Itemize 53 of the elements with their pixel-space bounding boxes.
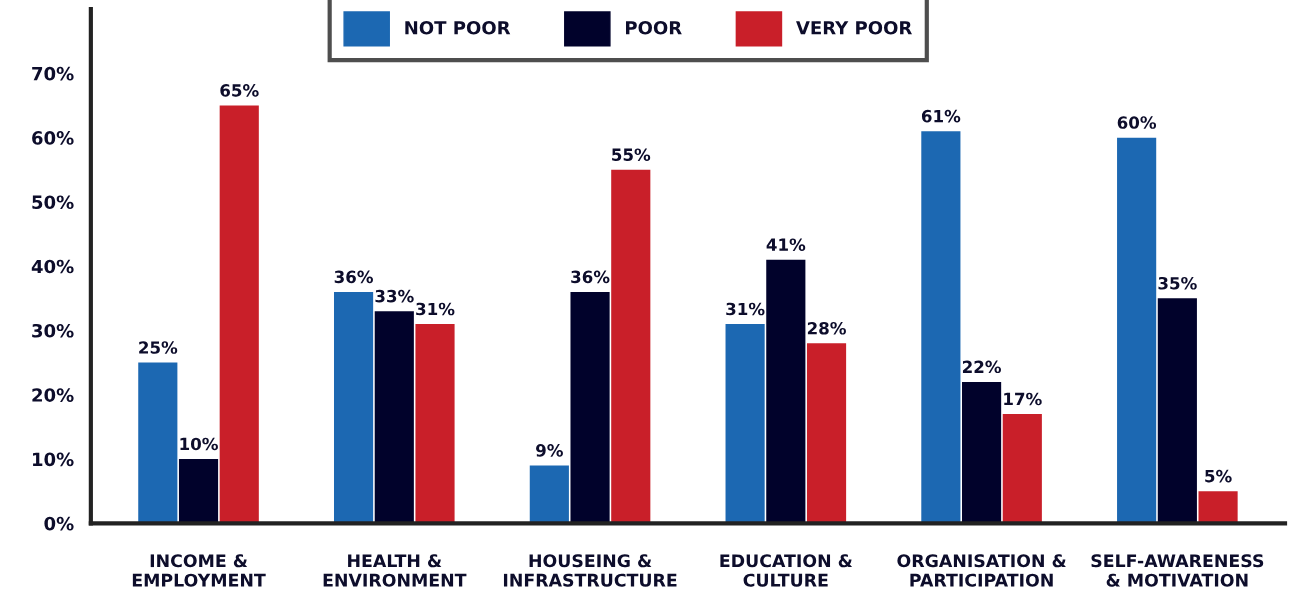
- data-label: 33%: [375, 289, 414, 303]
- bar: [766, 259, 806, 524]
- bar: [806, 343, 847, 524]
- y-tick-label: 50%: [32, 195, 74, 210]
- bar: [334, 291, 374, 524]
- bar: [921, 131, 961, 524]
- bar: [178, 459, 219, 524]
- data-label: 10%: [180, 437, 218, 451]
- data-label: 55%: [612, 148, 651, 161]
- legend-label: POOR: [626, 20, 682, 35]
- bar: [415, 324, 455, 524]
- bar: [1002, 414, 1042, 524]
- x-tick-label: SELF-AWARENESS & MOTIVATION: [1091, 554, 1264, 587]
- data-label: 60%: [1117, 116, 1157, 129]
- y-tick-label: 20%: [32, 388, 74, 402]
- bar: [1198, 491, 1238, 524]
- data-label: 65%: [220, 84, 259, 97]
- data-label: 61%: [921, 109, 961, 123]
- x-tick-label: EDUCATION & CULTURE: [720, 554, 853, 587]
- data-label: 17%: [1004, 392, 1042, 406]
- y-tick-label: 0%: [44, 516, 74, 531]
- x-tick-label: ORGANISATION & PARTICIPATION: [897, 554, 1066, 587]
- data-label: 31%: [726, 302, 765, 316]
- bar: [611, 169, 651, 524]
- bar: [219, 105, 259, 524]
- y-tick-label: 70%: [32, 66, 74, 81]
- bar: [1117, 137, 1157, 524]
- data-label: 25%: [139, 341, 178, 354]
- data-label: 41%: [766, 238, 806, 251]
- legend-label: NOT POOR: [405, 20, 511, 35]
- data-label: 5%: [1205, 469, 1232, 483]
- bar: [138, 362, 178, 524]
- bar: [725, 324, 765, 524]
- x-tick-label: HOUSEING & INFRASTRUCTURE: [503, 554, 677, 587]
- data-label: 9%: [536, 444, 563, 457]
- data-label: 36%: [571, 270, 610, 284]
- legend-label: VERY POOR: [796, 20, 912, 35]
- bar: [374, 311, 414, 524]
- y-tick-label: 10%: [33, 452, 74, 467]
- data-label: 36%: [334, 270, 373, 284]
- bar: [529, 465, 569, 524]
- x-tick-label: HEALTH & ENVIRONMENT: [323, 554, 467, 587]
- y-tick-label: 60%: [32, 131, 74, 145]
- y-tick-label: 30%: [32, 323, 74, 338]
- bar: [1157, 298, 1197, 524]
- data-label: 22%: [962, 360, 1001, 374]
- data-label: 28%: [807, 321, 846, 335]
- data-label: 35%: [1158, 276, 1197, 290]
- y-tick-label: 40%: [31, 259, 74, 274]
- data-label: 31%: [416, 302, 455, 316]
- bar: [962, 381, 1002, 524]
- bar: [570, 291, 610, 524]
- x-tick-label: INCOME & EMPLOYMENT: [132, 554, 266, 587]
